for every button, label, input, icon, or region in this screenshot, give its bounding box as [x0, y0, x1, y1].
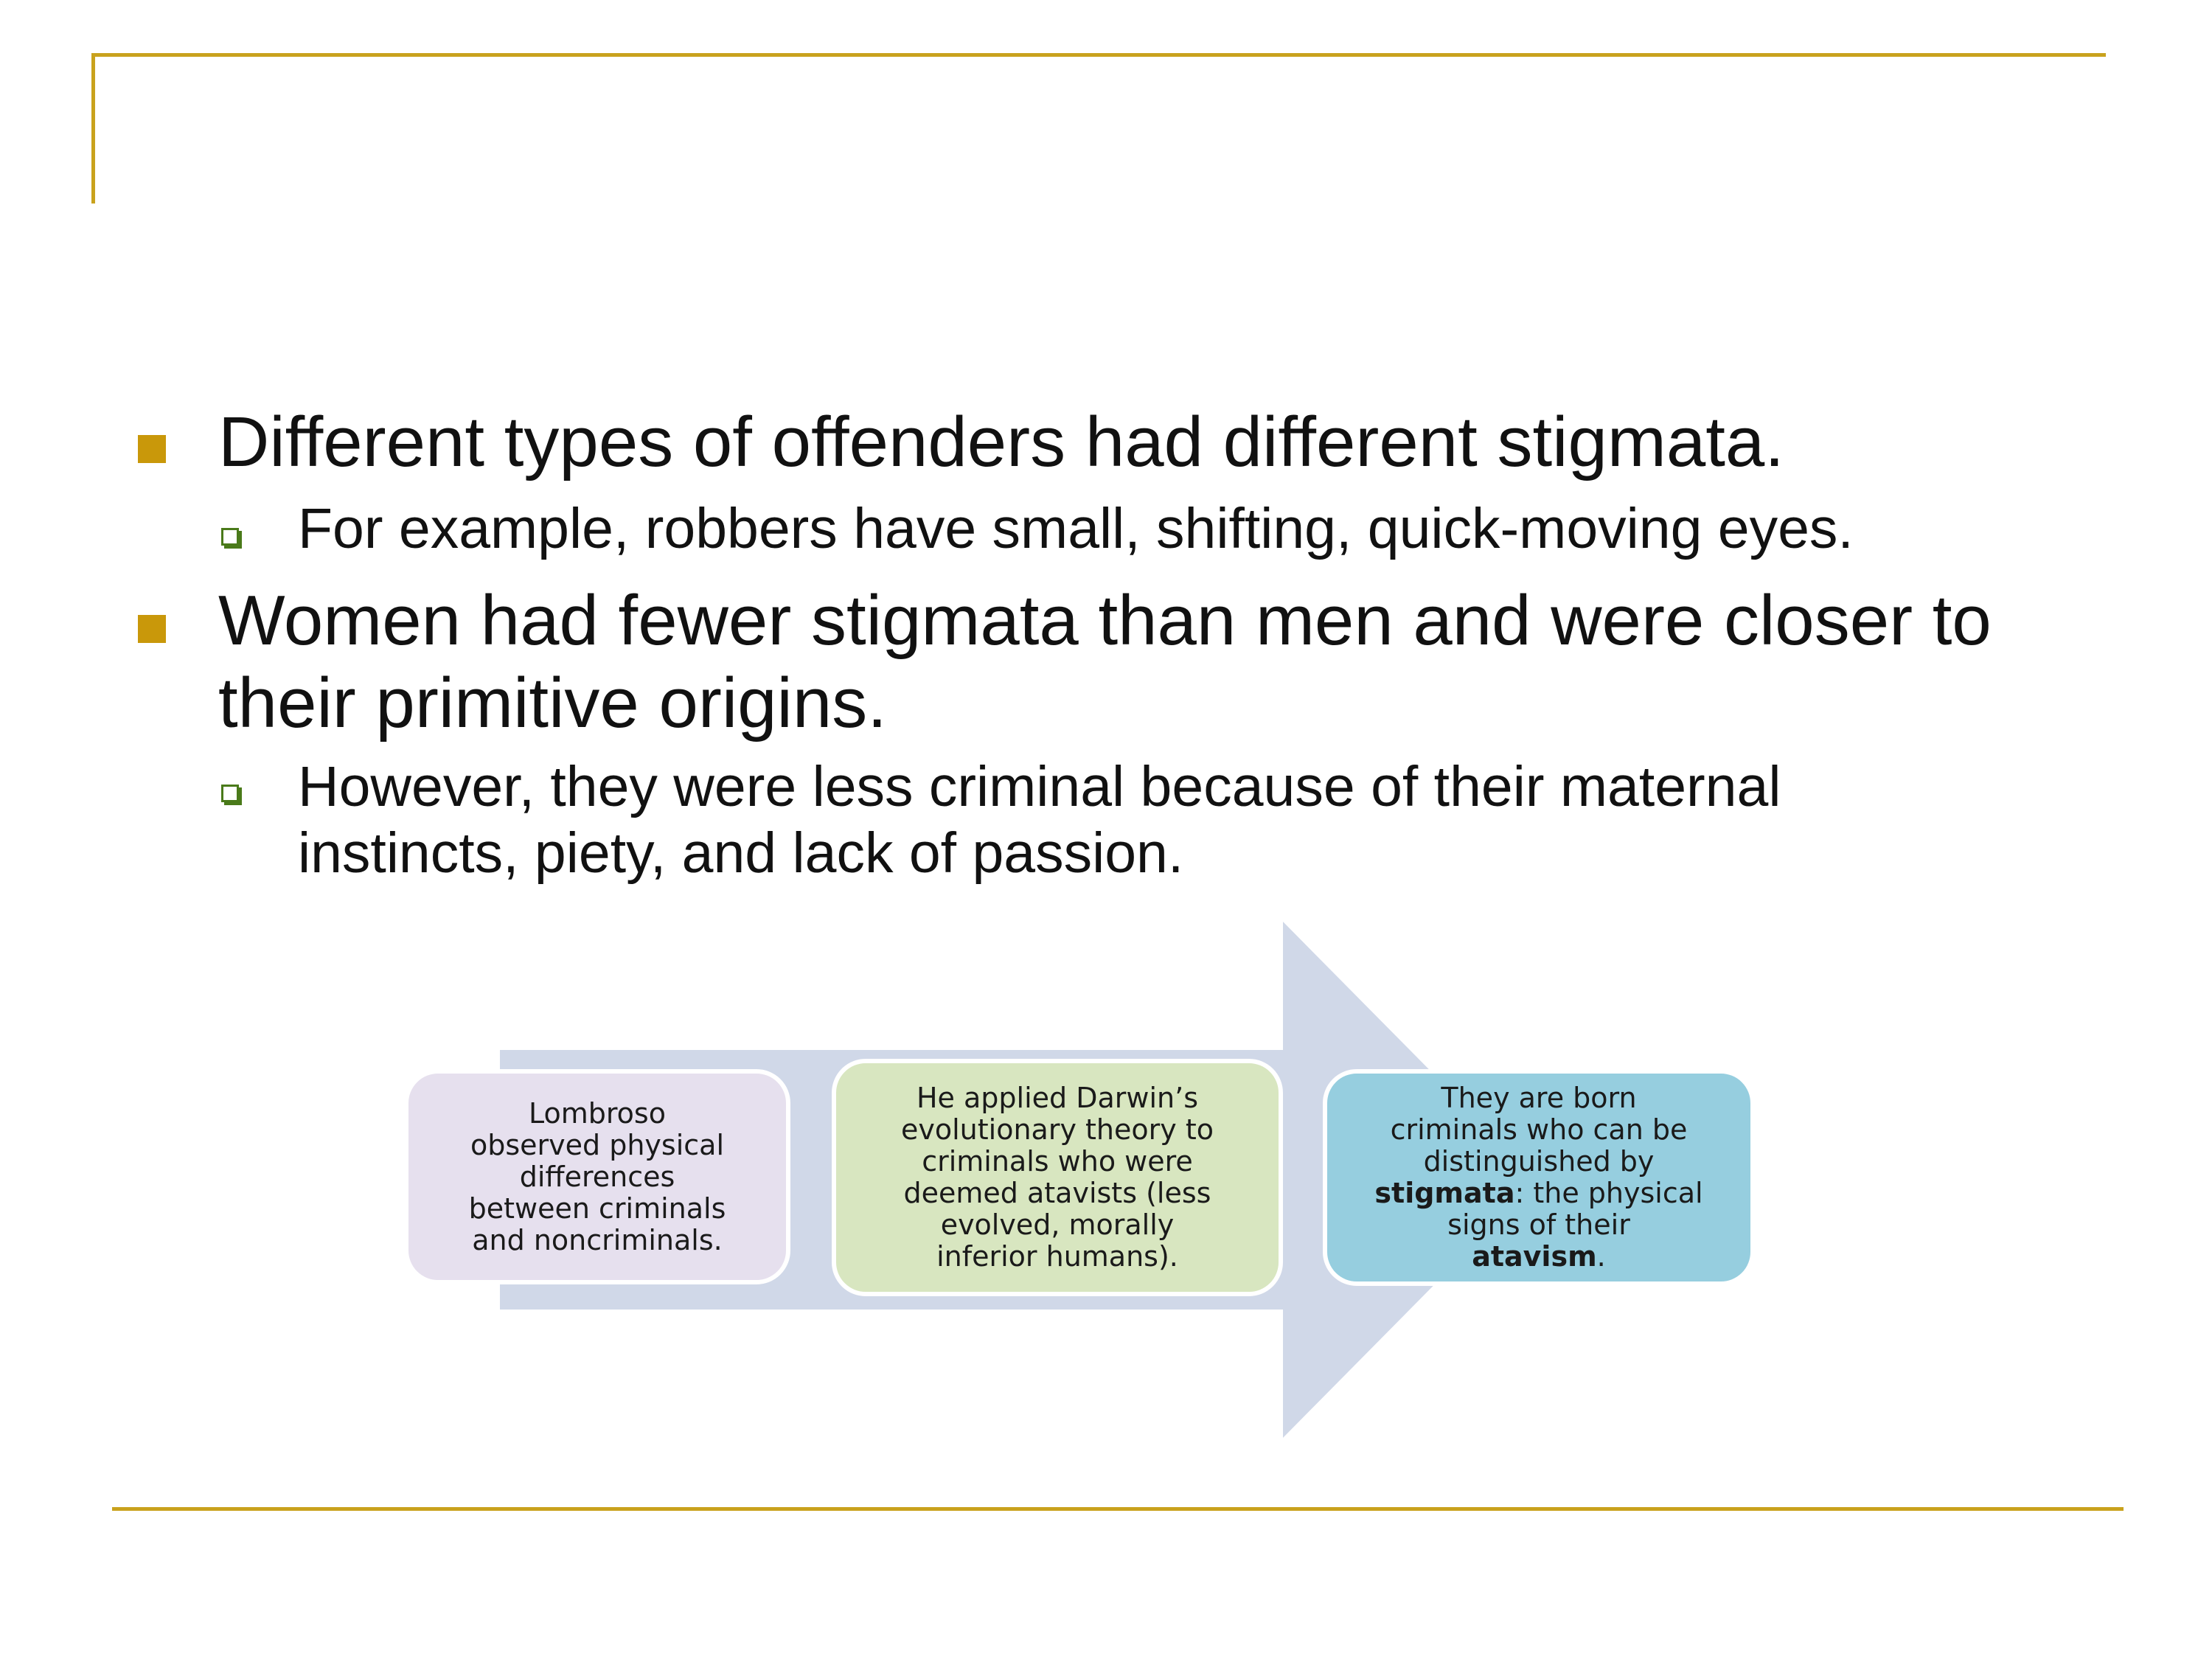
step-1-line: observed physical — [470, 1128, 725, 1161]
bottom-rule — [112, 1507, 2124, 1511]
step-3-line: distinguished by — [1423, 1145, 1655, 1178]
step-3-box: They are born criminals who can be disti… — [1323, 1069, 1755, 1286]
step-2-line: deemed atavists (less — [903, 1177, 1211, 1209]
bullet-2-line-1: Women had fewer stigmata than men and we… — [218, 581, 1992, 660]
step-1-line: and noncriminals. — [472, 1223, 723, 1256]
left-rule — [91, 53, 95, 204]
step-1-box: Lombroso observed physical differences b… — [404, 1069, 790, 1284]
step-2-line: He applied Darwin’s — [916, 1082, 1198, 1114]
bullet-2-sub-1: However, they were less criminal because… — [298, 755, 1781, 818]
square-bullet-icon — [138, 615, 166, 643]
bullet-1-sub-1: For example, robbers have small, shiftin… — [298, 497, 1854, 560]
bullet-2-line-2: their primitive origins. — [218, 664, 887, 742]
bullet-1-text: Different types of offenders had differe… — [218, 403, 1784, 481]
step-3-line: : the physical — [1514, 1177, 1703, 1209]
step-2-line: evolved, morally — [940, 1208, 1175, 1241]
step-2-line: evolutionary theory to — [901, 1113, 1214, 1146]
bullet-2-sub-2: instincts, piety, and lack of passion. — [298, 821, 1184, 885]
stigmata-term: stigmata — [1374, 1177, 1515, 1209]
step-3-line: signs of their — [1447, 1208, 1630, 1241]
top-rule — [91, 53, 2106, 57]
step-1-line: between criminals — [468, 1192, 726, 1225]
step-2-line: inferior humans). — [936, 1240, 1178, 1273]
step-2-line: criminals who were — [922, 1145, 1193, 1178]
square-bullet-icon — [138, 435, 166, 463]
step-3-line: . — [1596, 1240, 1606, 1273]
step-3-line: criminals who can be — [1390, 1113, 1688, 1146]
step-1-line: differences — [519, 1160, 675, 1193]
step-3-line: They are born — [1441, 1082, 1637, 1114]
checkbox-bullet-icon — [221, 785, 239, 802]
step-2-box: He applied Darwin’s evolutionary theory … — [832, 1059, 1283, 1296]
bullet-list: Different types of offenders had differe… — [138, 403, 1992, 885]
atavism-term: atavism — [1472, 1240, 1597, 1273]
step-1-line: Lombroso — [529, 1096, 666, 1130]
checkbox-bullet-icon — [221, 528, 239, 546]
